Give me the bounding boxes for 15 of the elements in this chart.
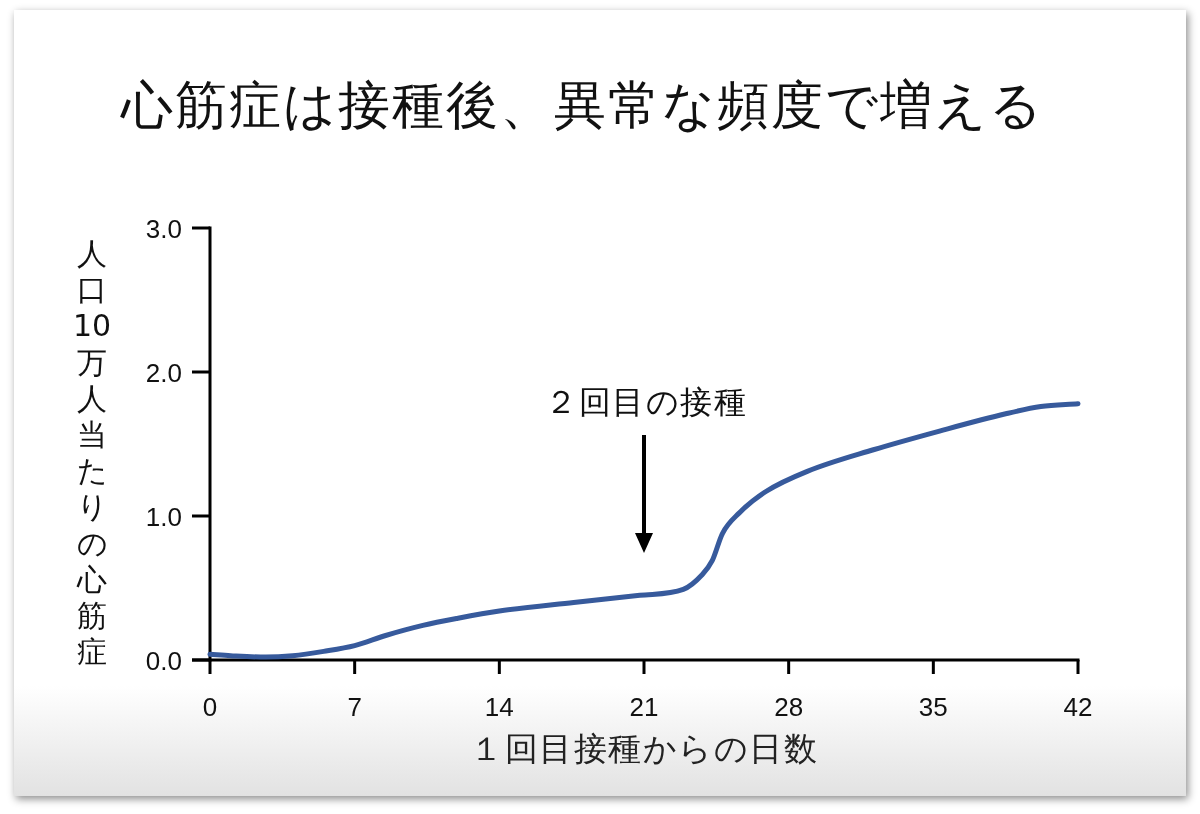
x-tick-label: 21 — [629, 692, 659, 722]
x-tick-label: 28 — [774, 692, 804, 722]
y-tick-label: 0.0 — [145, 645, 182, 676]
x-tick-label: 7 — [347, 692, 362, 722]
x-tick-label: 42 — [1063, 692, 1093, 722]
x-tick-label: 14 — [484, 692, 514, 722]
y-tick-label: 2.0 — [145, 357, 182, 388]
x-axis-title: １回目接種からの日数 — [470, 729, 818, 768]
x-tick-label: 35 — [918, 692, 948, 722]
chart-title: 心筋症は接種後、異常な頻度で増える — [119, 75, 1044, 135]
annotation: ２回目の接種 — [545, 383, 747, 421]
y-tick-label: 3.0 — [145, 213, 182, 244]
text: 人口10万人当たりの心筋症 — [72, 235, 112, 670]
x-tick-label: 0 — [202, 692, 218, 722]
y-tick-label: 1.0 — [145, 501, 182, 532]
